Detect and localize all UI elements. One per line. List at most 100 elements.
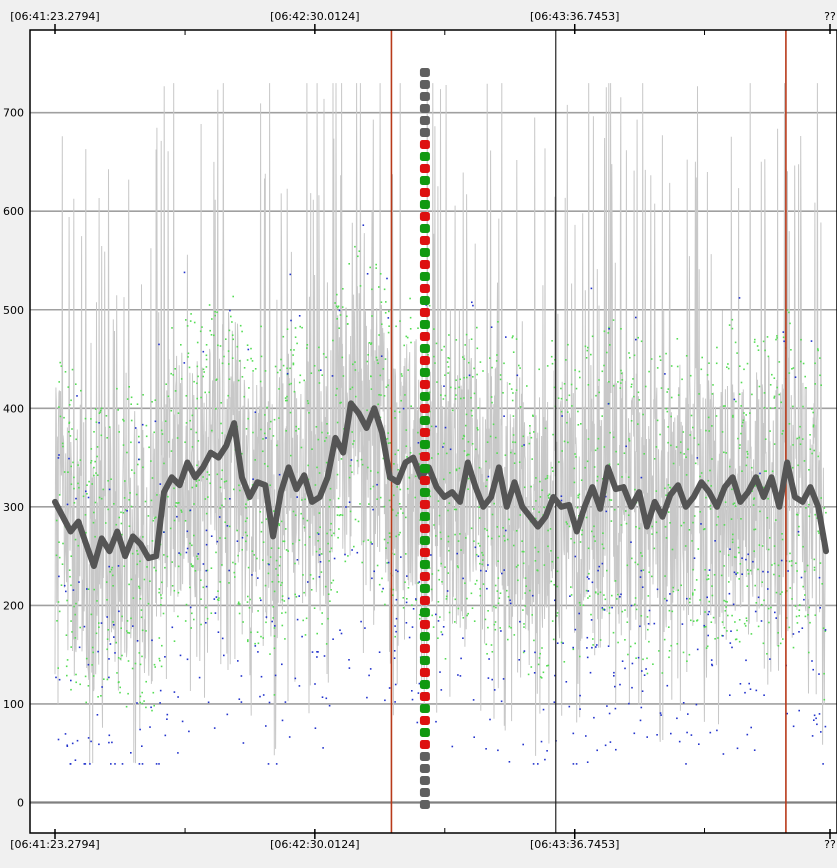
- green-point: [107, 508, 109, 511]
- green-point: [628, 438, 630, 440]
- green-point: [65, 634, 68, 636]
- blue-point: [286, 372, 289, 375]
- blue-point: [63, 584, 66, 587]
- blue-point: [373, 570, 375, 573]
- green-point: [207, 496, 209, 498]
- green-point: [90, 418, 92, 420]
- green-point: [402, 607, 405, 609]
- green-point: [688, 653, 691, 656]
- green-point: [128, 632, 131, 634]
- blue-point: [435, 720, 437, 723]
- green-point: [394, 410, 396, 413]
- green-point: [773, 562, 776, 565]
- green-point: [578, 601, 581, 604]
- blue-point: [487, 677, 490, 679]
- green-point: [93, 474, 95, 477]
- green-point: [531, 458, 533, 460]
- green-point: [681, 378, 683, 381]
- green-point: [487, 626, 489, 629]
- blue-point: [797, 530, 800, 533]
- blue-point: [816, 723, 818, 726]
- green-point: [112, 585, 114, 587]
- blue-point: [113, 624, 115, 626]
- blue-point: [411, 698, 414, 701]
- blue-point: [226, 525, 229, 527]
- green-point: [385, 386, 388, 388]
- green-point: [773, 573, 775, 576]
- green-point: [696, 619, 699, 621]
- green-point: [695, 579, 698, 581]
- green-point: [356, 459, 359, 462]
- green-point: [431, 614, 433, 617]
- green-point: [503, 362, 505, 365]
- green-point: [733, 502, 736, 504]
- green-point: [790, 560, 793, 562]
- green-point: [781, 591, 783, 593]
- marker-layer: [390, 30, 787, 833]
- blue-point: [607, 645, 610, 647]
- green-point: [438, 578, 440, 581]
- green-point: [753, 498, 755, 500]
- green-point: [74, 538, 77, 541]
- green-point: [311, 448, 313, 450]
- green-point: [692, 594, 694, 596]
- green-point: [221, 564, 223, 566]
- green-point: [254, 459, 256, 461]
- green-point: [823, 698, 826, 701]
- blue-point: [345, 506, 347, 508]
- green-point: [244, 520, 247, 523]
- green-point: [215, 408, 217, 410]
- blue-point: [252, 478, 254, 480]
- green-point: [769, 407, 772, 409]
- blue-point: [333, 557, 336, 560]
- green-point: [747, 453, 749, 455]
- green-point: [446, 361, 449, 363]
- green-point: [780, 401, 782, 404]
- dashed-marker-segment: [419, 416, 430, 425]
- green-point: [234, 563, 237, 565]
- green-point: [276, 371, 279, 374]
- green-point: [347, 323, 349, 325]
- blue-point: [395, 617, 398, 620]
- blue-point: [132, 625, 134, 627]
- green-point: [735, 400, 737, 403]
- blue-point: [824, 725, 827, 728]
- blue-point: [656, 734, 658, 736]
- green-point: [647, 595, 650, 597]
- green-point: [601, 415, 603, 417]
- blue-point: [604, 495, 607, 498]
- green-point: [521, 445, 523, 447]
- green-point: [204, 498, 207, 500]
- green-point: [458, 467, 461, 470]
- green-point: [138, 585, 140, 588]
- blue-point: [154, 420, 157, 423]
- green-point: [313, 365, 316, 367]
- green-point: [513, 452, 516, 455]
- blue-point: [711, 663, 713, 666]
- blue-point: [787, 570, 789, 572]
- green-point: [697, 443, 700, 446]
- green-point: [739, 365, 741, 367]
- green-point: [532, 508, 535, 510]
- green-point: [282, 364, 285, 367]
- green-point: [384, 603, 386, 606]
- green-point: [779, 642, 782, 645]
- blue-point: [753, 749, 756, 751]
- blue-point: [451, 745, 454, 748]
- blue-point: [55, 676, 57, 679]
- green-point: [143, 700, 145, 702]
- green-point: [781, 538, 784, 541]
- y-tick-label: 600: [3, 205, 24, 218]
- dashed-marker-segment: [419, 632, 430, 641]
- green-point: [336, 387, 338, 390]
- dashed-marker-segment: [419, 500, 430, 509]
- green-point: [497, 560, 499, 562]
- blue-point: [141, 763, 144, 765]
- blue-point: [114, 652, 116, 654]
- green-point: [736, 629, 738, 632]
- green-point: [637, 423, 639, 425]
- green-point: [728, 324, 731, 326]
- blue-point: [745, 558, 747, 561]
- green-point: [820, 497, 822, 499]
- green-point: [758, 544, 761, 546]
